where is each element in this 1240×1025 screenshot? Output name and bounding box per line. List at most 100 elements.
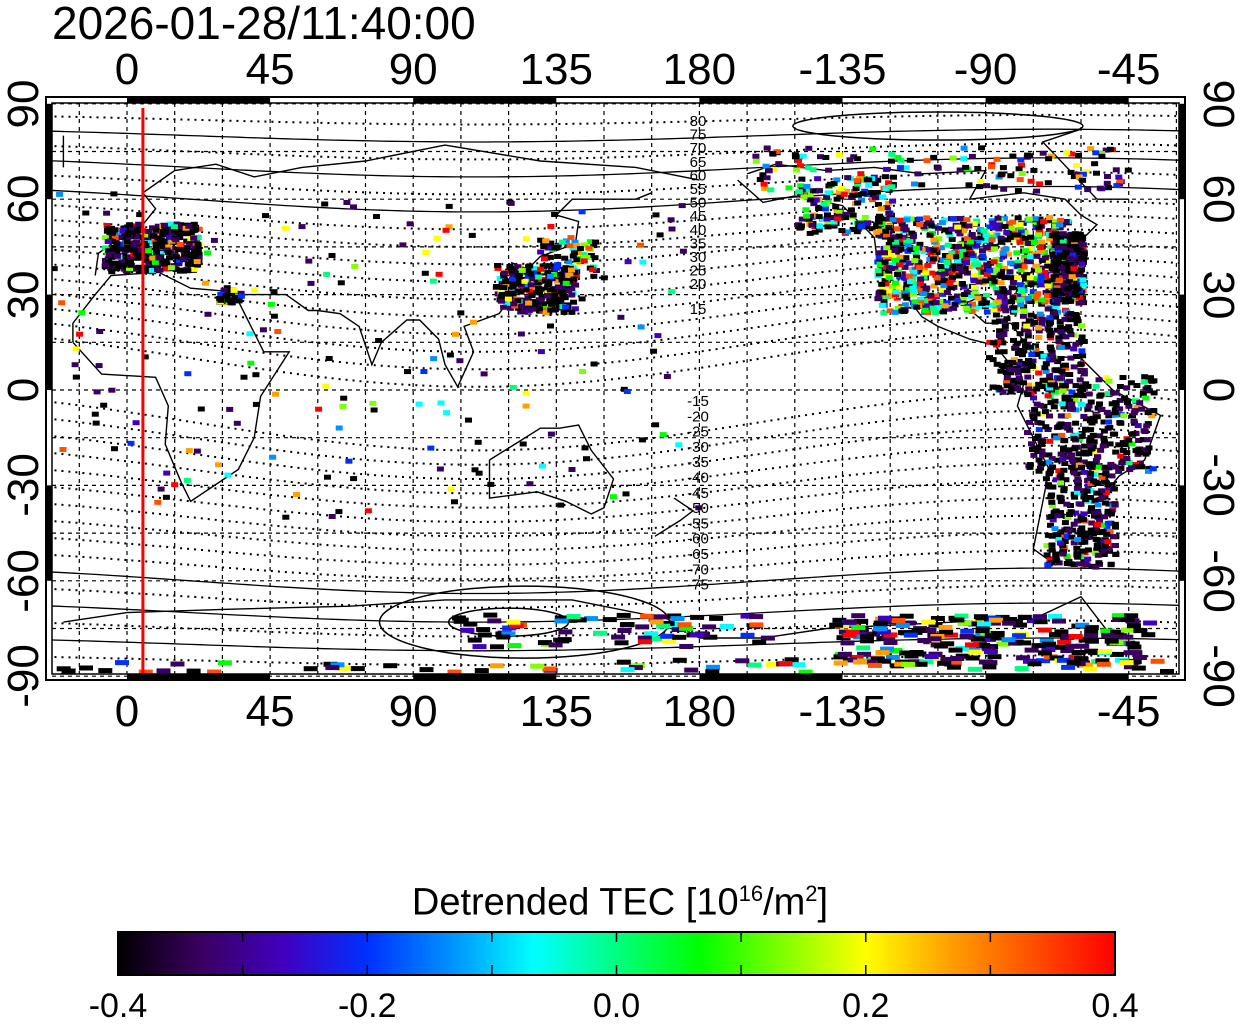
tec-point: [568, 267, 575, 273]
tec-point: [1083, 488, 1091, 494]
tec-point: [1117, 641, 1132, 646]
tec-point: [1085, 391, 1093, 397]
tec-point: [1046, 413, 1053, 419]
tec-point: [957, 620, 972, 626]
tec-point: [1052, 508, 1060, 514]
tec-point: [546, 254, 554, 260]
tec-point: [540, 244, 548, 249]
tec-point: [765, 661, 780, 667]
tec-point: [1017, 614, 1032, 620]
tec-point: [537, 266, 544, 272]
tec-point: [1005, 251, 1013, 257]
tec-point: [1141, 447, 1149, 453]
tec-point: [877, 233, 885, 239]
tec-point: [894, 155, 902, 160]
tec-point: [1075, 643, 1090, 649]
tec-point: [1035, 457, 1043, 463]
tec-point: [1011, 232, 1019, 238]
tec-point: [1094, 454, 1101, 460]
tec-point: [991, 225, 999, 231]
tec-point: [901, 293, 909, 299]
tec-point: [1077, 401, 1085, 407]
tec-point: [52, 266, 58, 272]
tec-point: [579, 369, 587, 374]
tec-point: [918, 182, 926, 188]
tec-point: [222, 293, 230, 299]
tec-point: [1111, 613, 1126, 619]
tec-point: [1044, 283, 1052, 289]
tec-point: [547, 273, 554, 279]
tec-point: [1097, 392, 1105, 398]
tec-point: [1123, 664, 1138, 670]
tec-point: [906, 157, 914, 163]
tec-point: [515, 274, 523, 280]
tec-point: [637, 242, 644, 248]
tec-point: [217, 660, 232, 666]
tec-point: [904, 653, 919, 659]
tec-point: [132, 420, 140, 426]
tec-point: [1071, 255, 1079, 260]
tec-point: [293, 492, 301, 497]
tec-point: [1038, 441, 1046, 447]
tec-point: [916, 222, 924, 227]
tec-point: [502, 625, 517, 631]
tec-point: [1045, 156, 1053, 162]
tec-point: [565, 288, 573, 293]
tec-point: [941, 271, 949, 277]
tec-point: [975, 279, 983, 285]
tec-point: [1072, 383, 1080, 389]
tec-point: [886, 308, 894, 314]
tec-point: [1031, 216, 1039, 222]
tec-point: [152, 245, 160, 251]
tec-point: [237, 293, 245, 299]
tec-point: [173, 221, 181, 227]
tec-point: [1079, 353, 1087, 359]
tec-point: [1050, 382, 1058, 388]
tec-point: [336, 665, 351, 671]
tec-point: [878, 228, 885, 234]
tec-point: [145, 252, 153, 258]
tec-point: [851, 625, 866, 630]
tec-point: [1037, 650, 1052, 656]
tec-point: [415, 401, 423, 407]
tec-point: [127, 262, 135, 268]
tec-point: [862, 659, 877, 665]
tec-point: [183, 477, 191, 483]
tec-point: [1073, 280, 1081, 286]
tec-point: [1065, 527, 1073, 533]
tec-point: [1032, 351, 1040, 357]
tec-point: [941, 227, 949, 233]
tec-point: [806, 192, 814, 198]
tec-point: [709, 615, 724, 621]
tec-point: [668, 289, 676, 295]
tec-point: [1008, 225, 1015, 231]
tec-point: [930, 154, 938, 160]
lat-right-tick-label: 0: [1194, 377, 1240, 403]
tec-point: [399, 242, 407, 248]
tec-point: [1132, 430, 1140, 436]
maglat-label: -75: [687, 577, 709, 594]
tec-point: [350, 666, 365, 672]
maglat-label: -15: [687, 393, 709, 410]
tec-point: [900, 226, 908, 232]
tec-point: [943, 290, 951, 295]
tec-point: [427, 445, 435, 451]
tec-point: [1006, 366, 1014, 372]
tec-point: [554, 254, 562, 259]
tec-point: [906, 238, 914, 243]
tec-point: [909, 234, 917, 240]
tec-point: [1144, 384, 1152, 390]
tec-point: [883, 632, 898, 638]
tec-point: [194, 235, 202, 241]
tec-point: [937, 660, 952, 666]
tec-point: [134, 254, 142, 260]
tec-point: [1081, 469, 1089, 475]
lon-top-tick-label: 0: [114, 45, 140, 94]
tec-point: [1061, 383, 1069, 389]
tec-point: [145, 228, 153, 234]
tec-point: [1026, 462, 1034, 468]
tec-point: [974, 295, 982, 301]
tec-point: [719, 624, 734, 629]
tec-point: [108, 254, 116, 260]
tec-point: [991, 246, 998, 252]
